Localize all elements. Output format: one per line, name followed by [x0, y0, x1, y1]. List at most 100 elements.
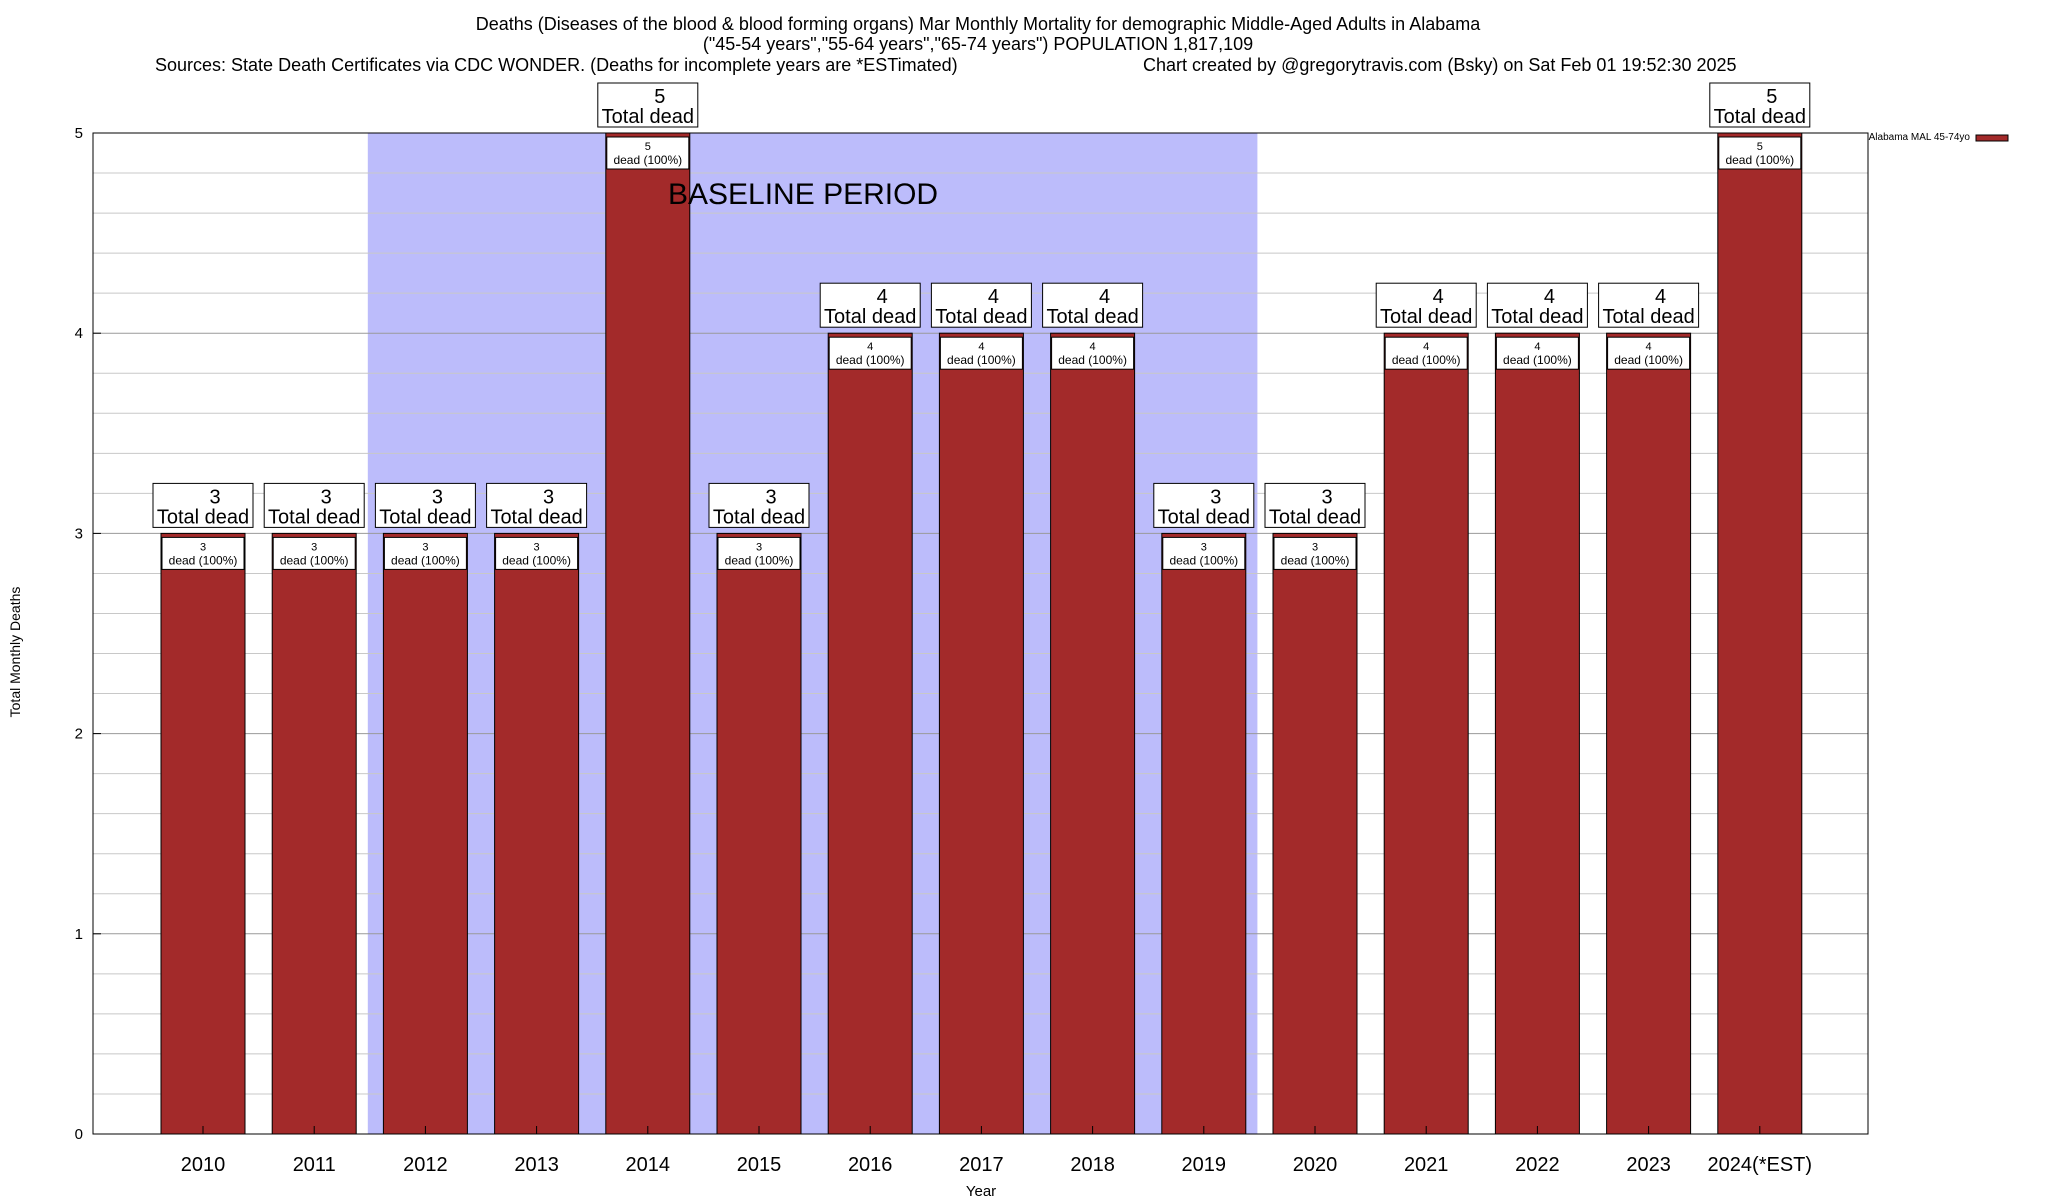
bars: [160, 132, 1803, 1135]
bar-total-label-box: [708, 482, 810, 528]
x-tick-label: 2016: [848, 1154, 893, 1176]
y-tick-label: 5: [75, 125, 83, 142]
bar: [1494, 332, 1580, 1135]
bar-total-text: Total dead: [268, 506, 360, 528]
bar-total-label-box: [374, 482, 476, 528]
bar-total-label-box: [819, 282, 921, 328]
chart-sources: Sources: State Death Certificates via CD…: [155, 55, 958, 75]
bar-total-text: Total dead: [824, 306, 916, 328]
chart-title-line-2: ("45-54 years","55-64 years","65-74 year…: [703, 34, 1253, 54]
bar-total-value: 4: [1099, 286, 1110, 308]
x-tick-label: 2013: [514, 1154, 559, 1176]
bar: [938, 332, 1024, 1135]
x-tick-label: 2020: [1293, 1154, 1338, 1176]
bar-inner-text: dead (100%): [725, 553, 794, 567]
legend-swatch: [1975, 134, 2009, 142]
bar-total-value: 4: [1433, 286, 1444, 308]
bar-inner-text: dead (100%): [169, 553, 238, 567]
bar-total-label-box: [152, 482, 254, 528]
bar-inner-label-box: [606, 136, 690, 170]
bar-total-label-box: [930, 282, 1032, 328]
bar-inner-label-box: [1495, 336, 1579, 370]
bar-inner-label-box: [1384, 336, 1468, 370]
bar-total-value: 3: [543, 486, 554, 508]
bar-inner-text: dead (100%): [1058, 353, 1127, 367]
bar-inner-value: 3: [422, 541, 428, 553]
bar-inner-text: dead (100%): [1614, 353, 1683, 367]
bar-total-label-box: [597, 82, 699, 128]
bar-inner-label-box: [1273, 536, 1357, 570]
x-tick-label: 2019: [1182, 1154, 1227, 1176]
bar-total-text: Total dead: [490, 506, 582, 528]
y-tick-label: 2: [75, 726, 83, 743]
bar-inner-value: 5: [1757, 141, 1763, 153]
bar-inner-text: dead (100%): [1725, 153, 1794, 167]
x-tick-label: 2021: [1404, 1154, 1449, 1176]
y-tick-label: 0: [75, 1126, 83, 1143]
bar: [1272, 532, 1358, 1135]
bar-inner-text: dead (100%): [1392, 353, 1461, 367]
bar-inner-value: 3: [756, 541, 762, 553]
bar-total-label-box: [1486, 282, 1588, 328]
bar-inner-label-box: [1607, 336, 1691, 370]
bar-total-value: 3: [1321, 486, 1332, 508]
bar: [382, 532, 468, 1135]
bar-total-label-box: [263, 482, 365, 528]
bar-total-text: Total dead: [1491, 306, 1583, 328]
x-tick-label: 2010: [181, 1154, 226, 1176]
bar-inner-text: dead (100%): [613, 153, 682, 167]
bar-total-text: Total dead: [1269, 506, 1361, 528]
x-tick-label: 2024(*EST): [1708, 1154, 1813, 1176]
bar: [1383, 332, 1469, 1135]
bar: [827, 332, 913, 1135]
bar-total-text: Total dead: [1380, 306, 1472, 328]
bar-inner-value: 4: [1646, 341, 1652, 353]
bar-total-value: 5: [1766, 86, 1777, 108]
x-tick-label: 2012: [403, 1154, 448, 1176]
bar-inner-text: dead (100%): [1503, 353, 1572, 367]
x-axis-label: Year: [966, 1183, 996, 1200]
bar-total-label-box: [1709, 82, 1811, 128]
bar: [605, 132, 691, 1135]
bar-inner-value: 4: [1534, 341, 1540, 353]
bar-total-value: 3: [765, 486, 776, 508]
axes: 0 1 2 3 4 5 2010 2011 2012 2013 2014 2015 2016 2017 20…: [75, 125, 1869, 1176]
bar: [271, 532, 357, 1135]
bar: [716, 532, 802, 1135]
bar-total-label-box: [1375, 282, 1477, 328]
y-tick-label: 3: [75, 525, 83, 542]
x-tick-label: 2017: [959, 1154, 1004, 1176]
bar-inner-label-box: [1051, 336, 1135, 370]
bar-inner-text: dead (100%): [1169, 553, 1238, 567]
bar-total-value: 5: [654, 86, 665, 108]
y-axis-label: Total Monthly Deaths: [7, 587, 23, 718]
bar-total-label-box: [1153, 482, 1255, 528]
bar-total-label-box: [1264, 482, 1366, 528]
x-tick-label: 2022: [1515, 1154, 1560, 1176]
bar-total-value: 4: [988, 286, 999, 308]
bar: [160, 532, 246, 1135]
legend: Alabama MAL 45-74yo: [1869, 132, 2009, 143]
bar-total-text: Total dead: [935, 306, 1027, 328]
bar-inner-text: dead (100%): [947, 353, 1016, 367]
bar-total-text: Total dead: [1714, 106, 1806, 128]
bar-total-value: 4: [1655, 286, 1666, 308]
bar-inner-label-box: [1718, 136, 1802, 170]
bar-total-value: 3: [321, 486, 332, 508]
bar-inner-text: dead (100%): [391, 553, 460, 567]
bar-inner-value: 5: [645, 141, 651, 153]
chart-credit: Chart created by @gregorytravis.com (Bsk…: [1143, 55, 1737, 75]
bar: [494, 532, 580, 1135]
bar-total-value: 3: [432, 486, 443, 508]
bar-inner-text: dead (100%): [502, 553, 571, 567]
y-tick-label: 4: [75, 325, 83, 342]
bar: [1717, 132, 1803, 1135]
bar-inner-value: 3: [200, 541, 206, 553]
bar-total-text: Total dead: [1046, 306, 1138, 328]
bar: [1050, 332, 1136, 1135]
bar: [1161, 532, 1247, 1135]
bar-total-label-box: [1042, 282, 1144, 328]
bar-total-text: Total dead: [1158, 506, 1250, 528]
y-tick-label: 1: [75, 926, 83, 943]
